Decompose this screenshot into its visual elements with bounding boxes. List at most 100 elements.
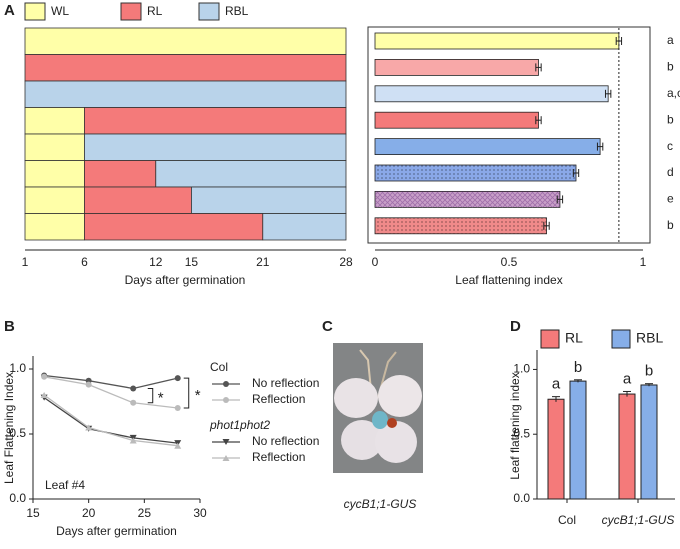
x-tick-label: 28 — [339, 255, 353, 269]
panel-letter: B — [4, 318, 15, 335]
x-tick-label: 21 — [256, 255, 270, 269]
bar — [618, 393, 636, 500]
y-tick-label: 1.0 — [513, 362, 530, 376]
legend-swatch — [611, 329, 631, 349]
annotation: * — [158, 390, 164, 407]
bar — [374, 59, 539, 76]
y-axis-title: Leaf Flattening Index — [2, 372, 16, 484]
bar — [374, 32, 620, 50]
series-line — [43, 394, 178, 447]
x-tick-label: 15 — [185, 255, 199, 269]
legend-group: phot1phot2 — [209, 418, 270, 432]
marker — [130, 399, 137, 406]
significance-letter: b — [667, 112, 674, 126]
light-period — [24, 133, 85, 161]
significance-letter: b — [667, 60, 674, 74]
y-tick-label: 0.5 — [513, 426, 530, 440]
x-tick-label: 30 — [193, 506, 207, 520]
x-tick-label: 1 — [22, 255, 29, 269]
legend-label: No reflection — [252, 434, 319, 448]
light-period — [155, 160, 347, 188]
significance-letter: a — [623, 370, 632, 387]
y-axis-title: Leaf flattening index — [508, 372, 522, 479]
x-tick-label: 6 — [81, 255, 88, 269]
legend-label: RL — [565, 330, 583, 346]
x-tick-label: Col — [558, 513, 576, 527]
annotation: * — [195, 387, 201, 404]
x-tick-label: 20 — [82, 506, 96, 520]
legend-label: RL — [147, 4, 163, 18]
legend-swatch — [24, 2, 46, 21]
light-period — [24, 186, 85, 214]
marker — [85, 424, 93, 431]
image-caption: cycB1;1-GUS — [344, 497, 417, 511]
light-period — [262, 213, 347, 241]
light-period — [84, 133, 347, 161]
marker — [222, 439, 230, 445]
y-tick-label: 0.0 — [9, 491, 26, 505]
marker — [40, 392, 48, 398]
marker — [174, 405, 181, 411]
panel-letter: C — [322, 318, 333, 335]
significance-letter: b — [667, 218, 674, 232]
bar-texture — [375, 191, 560, 208]
x-tick-label: cycB1;1-GUS — [602, 513, 675, 527]
panel-letter: D — [510, 318, 521, 335]
legend-swatch — [198, 2, 220, 21]
significance-letter: b — [645, 363, 653, 380]
significance-letter: e — [667, 192, 674, 206]
significance-letter: a — [552, 376, 561, 393]
plot-frame — [367, 26, 651, 244]
x-tick-label: 25 — [138, 506, 152, 520]
light-period — [84, 107, 347, 135]
significance-letter: a,c — [667, 86, 680, 100]
light-period — [84, 160, 157, 188]
marker — [222, 455, 230, 461]
x-tick-label: 1 — [640, 255, 647, 269]
light-period — [24, 80, 347, 108]
significance-letter: b — [574, 359, 582, 376]
x-tick-label: 12 — [149, 255, 163, 269]
light-period — [84, 213, 264, 241]
x-axis-title: Days after germination — [125, 273, 246, 287]
legend-swatch — [540, 329, 560, 349]
legend-swatch — [120, 2, 142, 21]
marker — [223, 397, 229, 403]
series-line — [44, 374, 178, 390]
marker — [130, 385, 137, 392]
bar-texture — [375, 165, 576, 181]
marker — [129, 437, 137, 444]
legend-label: Reflection — [252, 392, 305, 406]
bracket — [183, 377, 190, 409]
bracket — [147, 388, 154, 404]
series-line — [44, 376, 178, 409]
panel-letter: A — [4, 2, 15, 19]
legend-label: RBL — [225, 4, 249, 18]
bar — [547, 398, 565, 500]
legend-label: Reflection — [252, 450, 305, 464]
y-tick-label: 1.0 — [9, 361, 26, 375]
marker — [223, 381, 229, 387]
light-period — [24, 107, 85, 135]
bar — [374, 138, 601, 156]
x-tick-label: 15 — [26, 506, 40, 520]
bar — [374, 85, 609, 103]
marker — [174, 442, 182, 449]
bar — [640, 384, 658, 500]
significance-letter: a — [667, 33, 674, 47]
light-period — [24, 54, 347, 82]
marker — [174, 375, 181, 382]
significance-letter: c — [667, 139, 673, 153]
significance-letter: d — [667, 165, 674, 179]
legend-label: No reflection — [252, 376, 319, 390]
legend-label: RBL — [636, 330, 663, 346]
bar — [569, 380, 587, 500]
marker — [41, 373, 48, 380]
y-tick-label: 0.0 — [513, 491, 530, 505]
annotation: Leaf #4 — [45, 478, 85, 492]
legend-group: Col — [210, 360, 228, 374]
light-period — [24, 213, 85, 241]
bar-texture — [375, 217, 547, 234]
light-period — [24, 160, 85, 188]
